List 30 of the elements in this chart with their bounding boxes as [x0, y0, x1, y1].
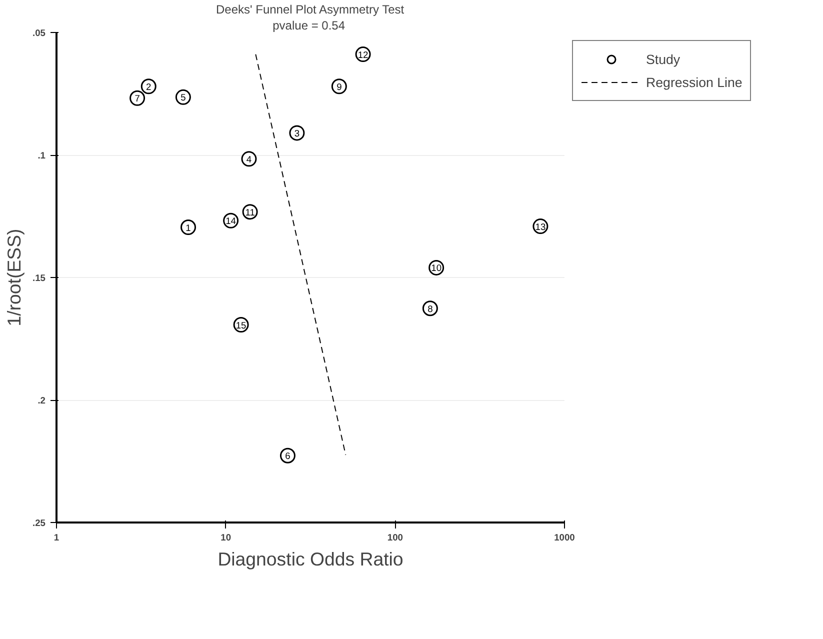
annotation: 1: [186, 222, 191, 233]
annotation: 12: [358, 50, 368, 60]
annotation: 5: [180, 92, 186, 103]
y-tick-label: .25: [32, 518, 46, 528]
annotation: 7: [134, 94, 140, 104]
y-tick-label: .05: [32, 28, 46, 38]
y-tick-label: .15: [32, 273, 46, 283]
annotation: 15: [236, 320, 246, 330]
y-axis-title: 1/root(ESS): [4, 228, 25, 326]
legend-label: Regression Line: [646, 74, 742, 90]
x-tick-label: 1: [54, 532, 60, 542]
annotation: 4: [246, 154, 252, 164]
chart-title: Deeks' Funnel Plot Asymmetry Test: [216, 2, 405, 16]
annotation: 10: [431, 263, 442, 274]
x-tick-label: 100: [387, 532, 403, 542]
chart-subtitle: pvalue = 0.54: [272, 18, 346, 32]
annotation: 8: [428, 304, 433, 314]
legend-label: Study: [646, 52, 682, 66]
annotation: 3: [294, 128, 300, 138]
y-tick-label: .1: [38, 150, 46, 160]
annotation: 14: [226, 216, 236, 226]
annotation: 9: [336, 82, 342, 92]
x-tick-label: 10: [220, 532, 232, 542]
annotation: 2: [146, 82, 152, 92]
y-tick-label: .2: [38, 396, 46, 406]
annotation: 13: [535, 222, 546, 232]
annotation: 11: [245, 207, 255, 218]
x-axis-title: Diagnostic Odds Ratio: [218, 548, 404, 570]
annotation: 6: [285, 451, 290, 462]
x-tick-label: 1000: [554, 532, 575, 542]
